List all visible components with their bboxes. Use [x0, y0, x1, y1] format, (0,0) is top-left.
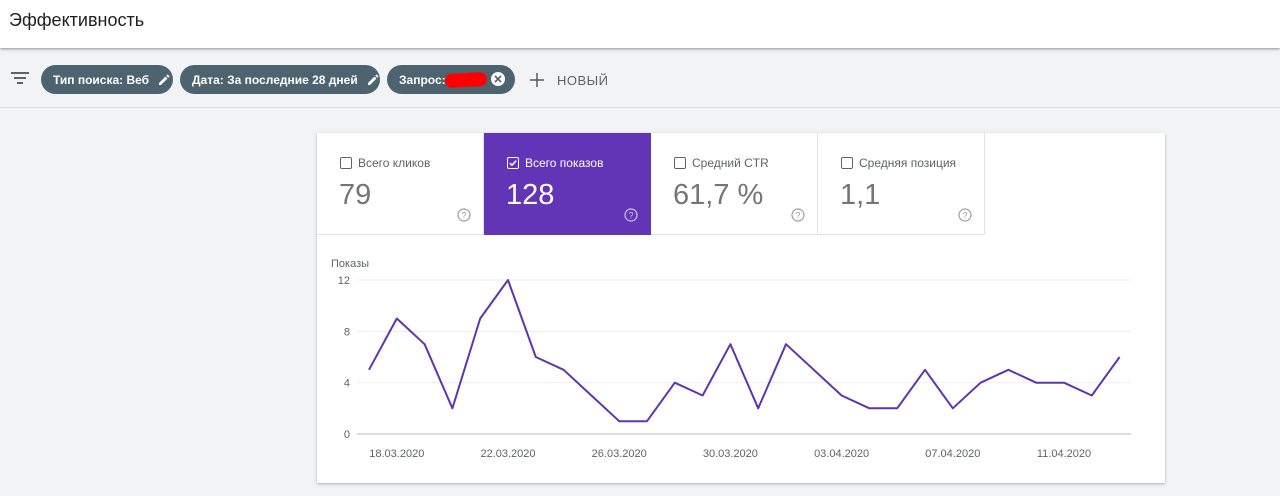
help-icon[interactable]: ? — [457, 208, 471, 222]
data-point[interactable] — [836, 390, 848, 402]
data-point[interactable] — [780, 338, 792, 350]
data-point[interactable] — [1086, 390, 1098, 402]
data-point[interactable] — [585, 390, 597, 402]
metric-tab-clicks[interactable]: Всего кликов 79 ? — [317, 133, 484, 235]
data-point[interactable] — [1002, 364, 1014, 376]
metric-label: Всего кликов — [358, 156, 431, 170]
checkbox[interactable] — [841, 157, 853, 169]
search-type-filter-label: Тип поиска: Веб — [53, 72, 150, 87]
data-point[interactable] — [919, 364, 931, 376]
data-point[interactable] — [724, 338, 736, 350]
help-icon[interactable]: ? — [791, 208, 805, 222]
data-point[interactable] — [1030, 377, 1042, 389]
data-point[interactable] — [641, 415, 653, 427]
metric-tab-position[interactable]: Средняя позиция 1,1 ? — [818, 133, 985, 235]
data-point[interactable] — [530, 351, 542, 363]
metric-value: 128 — [506, 179, 555, 211]
y-tick-label: 0 — [344, 429, 350, 441]
svg-text:?: ? — [461, 210, 466, 220]
date-filter-chip[interactable]: Дата: За последние 28 дней — [180, 65, 380, 94]
query-filter-chip[interactable]: Запрос: — [387, 65, 515, 94]
metric-label: Средний CTR — [692, 156, 769, 170]
x-tick-label: 07.04.2020 — [925, 448, 980, 460]
x-tick-label: 18.03.2020 — [369, 448, 424, 460]
checkbox[interactable] — [674, 157, 686, 169]
metric-label: Средняя позиция — [859, 156, 957, 170]
chart-svg: Показы 0 4 8 12 18.03.2020 22.03.2020 26.03.20… — [331, 258, 1131, 460]
data-point[interactable] — [891, 402, 903, 414]
x-tick-label: 22.03.2020 — [480, 448, 535, 460]
add-new-filter-button[interactable]: НОВЫЙ — [530, 69, 609, 91]
x-tick-label: 03.04.2020 — [814, 448, 869, 460]
data-point[interactable] — [474, 313, 486, 325]
data-point[interactable] — [363, 364, 375, 376]
checkbox[interactable] — [340, 157, 352, 169]
data-point[interactable] — [502, 274, 514, 286]
data-point[interactable] — [1114, 351, 1126, 363]
metric-label: Всего показов — [525, 156, 604, 170]
plus-icon — [530, 73, 544, 87]
help-icon[interactable]: ? — [624, 208, 638, 222]
data-point[interactable] — [669, 377, 681, 389]
x-tick-label: 26.03.2020 — [592, 448, 647, 460]
metric-value: 61,7 % — [673, 179, 764, 211]
help-icon[interactable]: ? — [958, 208, 972, 222]
data-point[interactable] — [863, 402, 875, 414]
data-point[interactable] — [975, 377, 987, 389]
svg-text:?: ? — [628, 210, 633, 220]
date-filter-label: Дата: За последние 28 дней — [192, 72, 358, 87]
metric-tab-ctr[interactable]: Средний CTR 61,7 % ? — [651, 133, 818, 235]
data-point[interactable] — [697, 390, 709, 402]
remove-filter-icon[interactable] — [491, 72, 505, 86]
pencil-icon[interactable] — [158, 73, 170, 86]
series-line-impressions[interactable] — [368, 279, 1121, 423]
x-tick-label: 30.03.2020 — [703, 448, 758, 460]
data-point[interactable] — [1058, 377, 1070, 389]
y-tick-label: 12 — [338, 275, 350, 287]
search-type-filter-chip[interactable]: Тип поиска: Веб — [41, 65, 173, 94]
query-filter-label: Запрос: — [399, 72, 446, 87]
svg-text:?: ? — [962, 210, 967, 220]
x-tick-label: 11.04.2020 — [1037, 448, 1091, 460]
filter-bar: Тип поиска: Веб Дата: За последние 28 дн… — [0, 52, 1280, 108]
metric-tab-impressions[interactable]: Всего показов 128 ? — [484, 133, 651, 235]
data-point[interactable] — [558, 364, 570, 376]
new-filter-label: НОВЫЙ — [557, 72, 609, 88]
checkbox-checked[interactable] — [507, 157, 519, 169]
data-point[interactable] — [391, 313, 403, 325]
top-bar: Эффективность — [0, 0, 1280, 48]
data-point[interactable] — [808, 364, 820, 376]
data-point[interactable] — [752, 402, 764, 414]
metric-value: 1,1 — [840, 179, 881, 211]
y-tick-label: 8 — [344, 326, 350, 338]
performance-card: Всего кликов 79 ? Всего показов 128 ? Ср… — [317, 133, 1165, 483]
data-point[interactable] — [947, 402, 959, 414]
filter-icon[interactable] — [11, 71, 29, 85]
impressions-chart: Показы 0 4 8 12 18.03.2020 22.03.2020 26.03.20… — [317, 235, 1165, 483]
data-point[interactable] — [419, 338, 431, 350]
data-point[interactable] — [613, 415, 625, 427]
data-point[interactable] — [446, 402, 458, 414]
page-title: Эффективность — [9, 10, 145, 30]
y-tick-label: 4 — [344, 378, 350, 390]
chart-y-axis-title: Показы — [331, 258, 369, 270]
metric-value: 79 — [339, 179, 372, 211]
pencil-icon[interactable] — [367, 73, 379, 86]
redaction-mark — [444, 71, 488, 89]
svg-text:?: ? — [795, 210, 800, 220]
